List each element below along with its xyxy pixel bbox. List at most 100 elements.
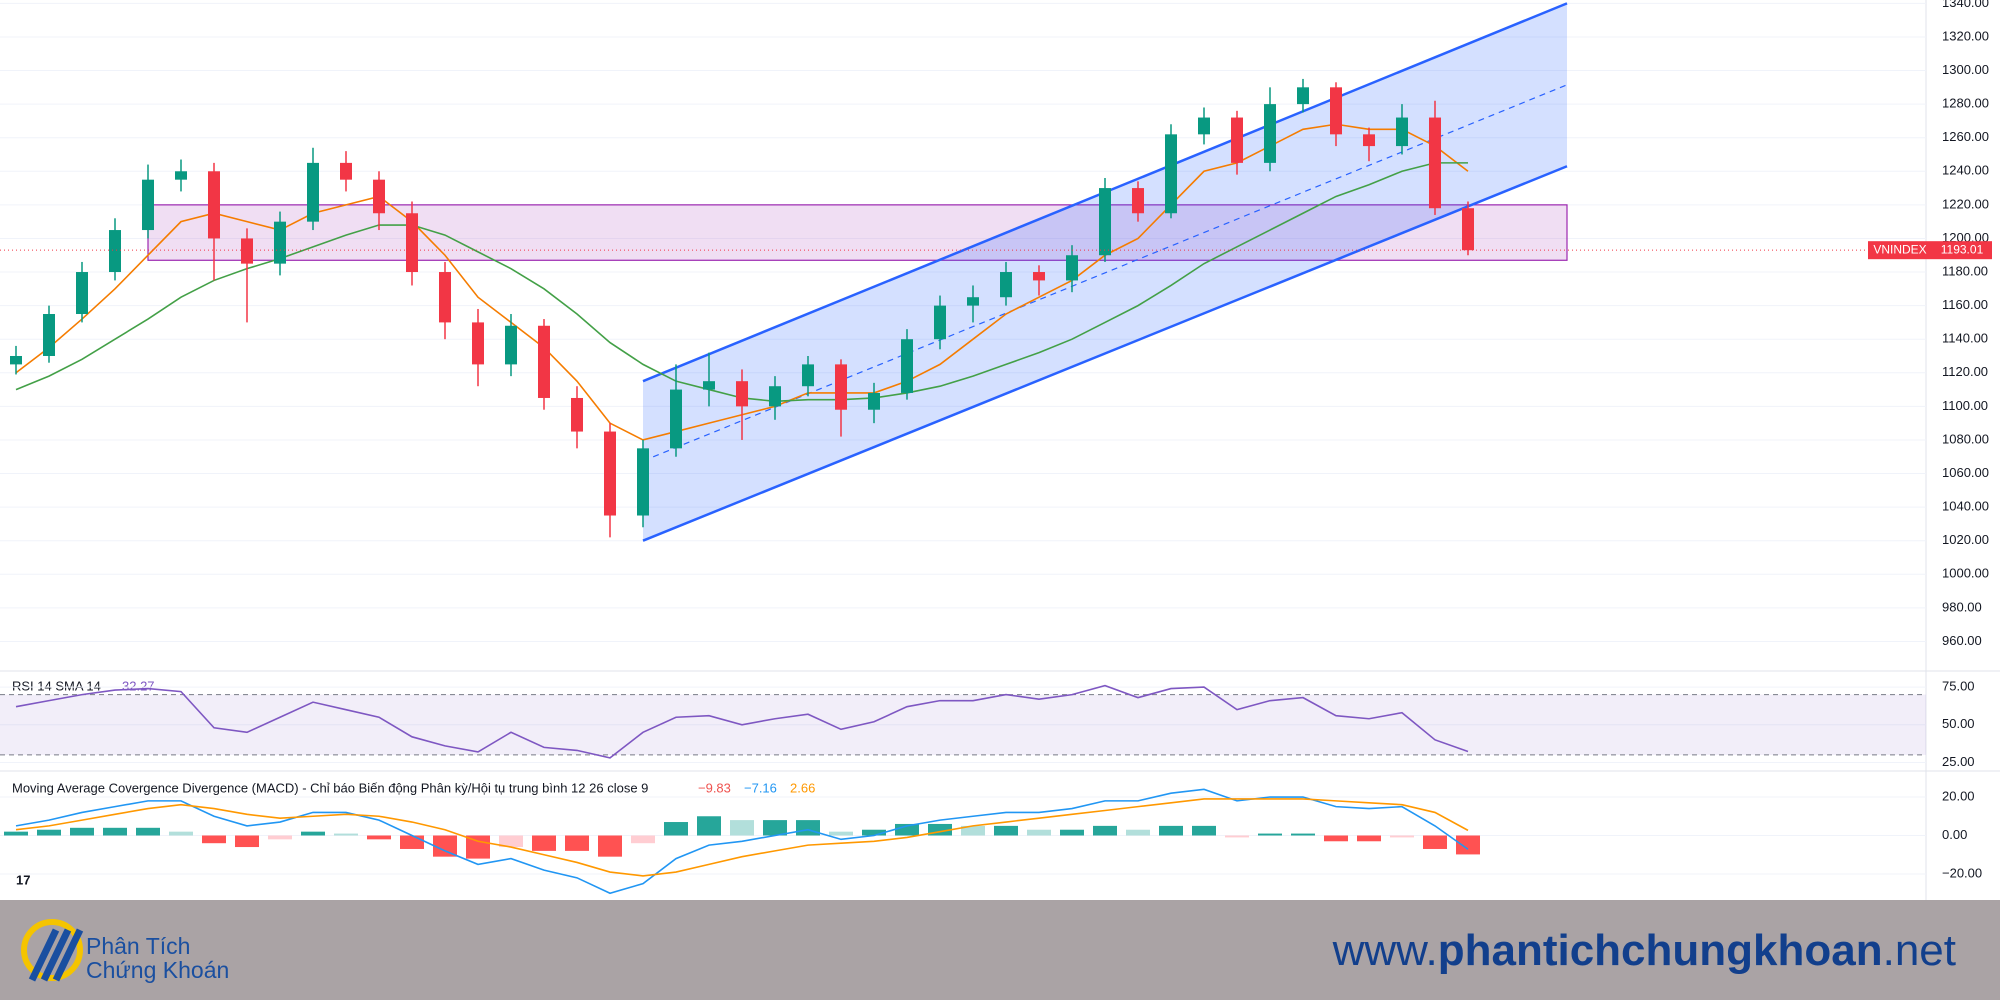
y-tick-label: 1040.00 (1942, 499, 1989, 514)
candle-body (175, 171, 187, 180)
y-tick-label: 1320.00 (1942, 28, 1989, 43)
y-tick-label: 1200.00 (1942, 230, 1989, 245)
url-part: www. (1332, 926, 1438, 975)
candle-body (373, 179, 385, 214)
histogram-bar (598, 835, 622, 857)
footer: Phân Tích Chứng Khoán www.phantichchungk… (0, 900, 2000, 1000)
histogram-bar (928, 823, 952, 836)
y-tick-label: −20.00 (1942, 865, 1982, 880)
y-tick-label: 1300.00 (1942, 62, 1989, 77)
candle-body (703, 381, 715, 390)
candle-body (1264, 104, 1276, 163)
y-tick-label: 1220.00 (1942, 196, 1989, 211)
indicator-line (15, 788, 1469, 895)
histogram-bar (1456, 835, 1480, 855)
histogram-bar (400, 835, 424, 849)
candle-body (1132, 188, 1144, 214)
candle-body (1363, 134, 1375, 147)
y-tick-label: 1140.00 (1942, 331, 1988, 346)
y-tick-label: 1160.00 (1942, 297, 1988, 312)
candle-body (1000, 272, 1012, 298)
histogram-bar (268, 835, 292, 840)
histogram-bar (1291, 833, 1315, 836)
candle-body (1396, 117, 1408, 147)
y-tick-label: 1260.00 (1942, 129, 1989, 144)
histogram-bar (37, 829, 61, 836)
candle-body (1429, 117, 1441, 209)
tv-logo: 17 (14, 872, 40, 888)
candle-body (208, 171, 220, 239)
candle-body (1165, 134, 1177, 214)
logo-icon (21, 919, 84, 982)
plot-bg (0, 0, 1926, 900)
histogram-bar (1357, 835, 1381, 842)
candle-body (439, 272, 451, 323)
y-tick-label: 50.00 (1942, 716, 1975, 731)
histogram-bar (565, 835, 589, 851)
histogram-bar (829, 831, 853, 836)
rsi-title: RSI 14 SMA 14 (12, 678, 101, 693)
candle-body (934, 305, 946, 340)
candle-body (142, 179, 154, 231)
macd-value: 2.66 (790, 780, 815, 795)
histogram-bar (862, 829, 886, 836)
svg-text:17: 17 (16, 872, 30, 887)
histogram-bar (1324, 835, 1348, 842)
candle-body (241, 238, 253, 264)
indicator-line (15, 798, 1469, 877)
candle-body (307, 162, 319, 222)
candle-body (340, 162, 352, 180)
price-tag (1932, 241, 1992, 260)
y-tick-label: 75.00 (1942, 679, 1975, 694)
histogram-bar (1060, 829, 1084, 836)
candle-body (736, 381, 748, 407)
candle-body (1066, 255, 1078, 281)
symbol-tag (1868, 241, 1932, 260)
histogram-bar (235, 835, 259, 848)
macd-value: −9.83 (698, 780, 731, 795)
y-tick-label: 1340.00 (1942, 0, 1989, 10)
y-tick-label: 20.00 (1942, 788, 1975, 803)
histogram-bar (433, 835, 457, 857)
candle-body (571, 397, 583, 432)
macd-value: −7.16 (744, 780, 777, 795)
candle-body (901, 339, 913, 393)
y-tick-label: 1060.00 (1942, 465, 1989, 480)
url-part: .net (1882, 926, 1956, 975)
histogram-bar (169, 831, 193, 836)
price-label: 1193.01 (1941, 242, 1984, 256)
histogram-bar (301, 831, 325, 836)
histogram-bar (466, 835, 490, 859)
histogram-bar (796, 820, 820, 836)
candle-body (1033, 272, 1045, 281)
histogram-bar (70, 827, 94, 836)
candle-body (835, 364, 847, 410)
candle-body (472, 322, 484, 365)
histogram-bar (763, 820, 787, 836)
histogram-bar (1390, 835, 1414, 838)
candle-body (76, 272, 88, 315)
candle-body (967, 297, 979, 306)
logo-line: Chứng Khoán (86, 957, 230, 983)
y-tick-label: 25.00 (1942, 754, 1975, 769)
histogram-bar (961, 825, 985, 836)
y-tick-label: 1100.00 (1942, 398, 1988, 413)
histogram-bar (895, 823, 919, 836)
candle-body (1297, 87, 1309, 105)
histogram-bar (1027, 829, 1051, 836)
histogram-bar (1192, 825, 1216, 836)
chart: RSI 14 SMA 14 32.27 Moving Average Cover… (0, 0, 2000, 900)
website: www.phantichchungkhoan.net (1333, 926, 1956, 976)
histogram-bar (103, 827, 127, 836)
histogram-bar (994, 825, 1018, 836)
candle-body (274, 221, 286, 264)
histogram-bar (136, 827, 160, 836)
candle-body (109, 230, 121, 273)
zone (147, 204, 1568, 261)
candle-body (43, 314, 55, 356)
histogram-bar (367, 835, 391, 840)
y-tick-label: 1020.00 (1942, 532, 1989, 547)
candle-body (604, 431, 616, 516)
histogram-bar (4, 831, 28, 836)
macd-title: Moving Average Covergence Divergence (MA… (12, 780, 648, 795)
